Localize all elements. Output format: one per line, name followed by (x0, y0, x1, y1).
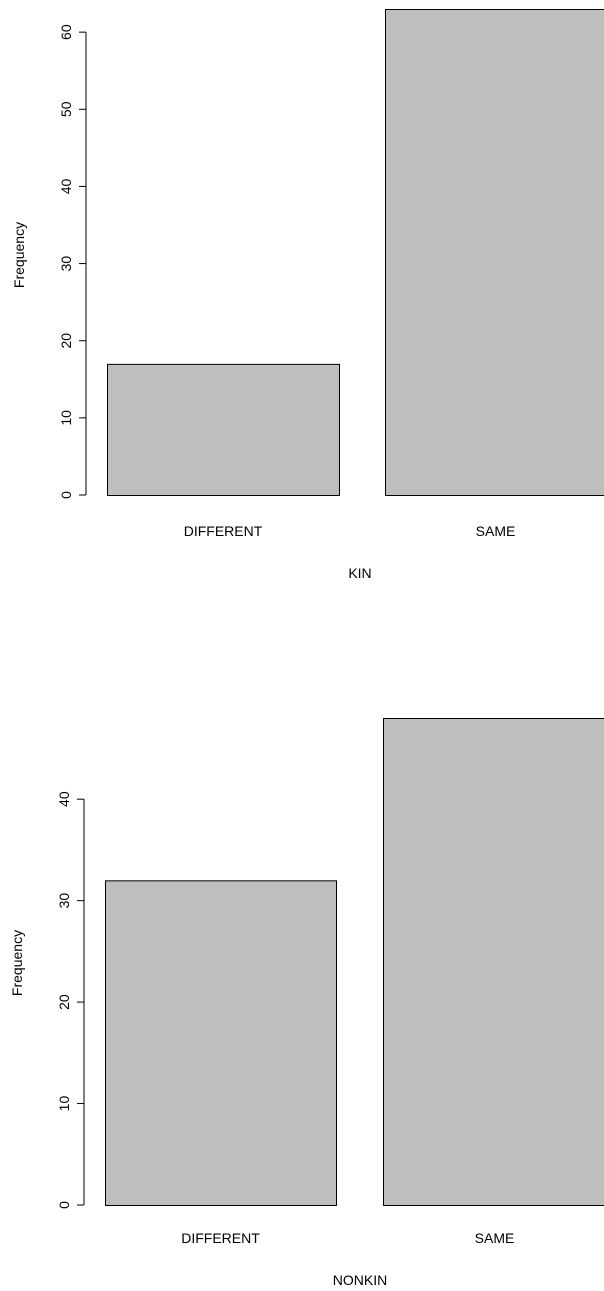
kin-y-axis-title: Frequency (11, 222, 27, 288)
nonkin-category-label: DIFFERENT (181, 1230, 260, 1246)
kin-category-labels: DIFFERENT SAME (184, 523, 516, 539)
nonkin-y-axis-title: Frequency (9, 930, 25, 996)
nonkin-y-tick-label: 30 (56, 893, 72, 909)
kin-y-axis: 0 10 20 30 40 50 60 (58, 24, 87, 499)
chart-kin: 0 10 20 30 40 50 60 DIFFERENT SAME KIN Frequenc… (11, 9, 604, 581)
nonkin-y-axis: 0 10 20 30 40 (56, 791, 85, 1209)
chart-nonkin: 0 10 20 30 40 DIFFERENT SAME NONKIN Frequency (9, 718, 604, 1288)
nonkin-y-tick-label: 40 (56, 791, 72, 807)
kin-y-tick-label: 0 (58, 491, 74, 499)
kin-y-tick-label: 30 (58, 256, 74, 272)
kin-y-tick-label: 10 (58, 410, 74, 426)
kin-x-axis-title: KIN (348, 565, 371, 581)
nonkin-bar-different (105, 880, 337, 1206)
kin-bars (107, 9, 604, 496)
nonkin-category-label: SAME (475, 1230, 515, 1246)
kin-y-tick-label: 20 (58, 333, 74, 349)
nonkin-y-tick-label: 20 (56, 994, 72, 1010)
kin-category-label: DIFFERENT (184, 523, 263, 539)
nonkin-x-axis-title: NONKIN (333, 1272, 387, 1288)
kin-bar-same (385, 9, 604, 496)
kin-y-tick-label: 60 (58, 24, 74, 40)
kin-category-label: SAME (476, 523, 516, 539)
nonkin-bars (105, 718, 604, 1206)
nonkin-bar-same (383, 718, 604, 1206)
kin-bar-different (107, 363, 340, 496)
nonkin-category-labels: DIFFERENT SAME (181, 1230, 514, 1246)
nonkin-y-tick-label: 0 (56, 1201, 72, 1209)
kin-y-tick-label: 40 (58, 178, 74, 194)
kin-y-tick-label: 50 (58, 101, 74, 117)
nonkin-y-tick-label: 10 (56, 1096, 72, 1112)
